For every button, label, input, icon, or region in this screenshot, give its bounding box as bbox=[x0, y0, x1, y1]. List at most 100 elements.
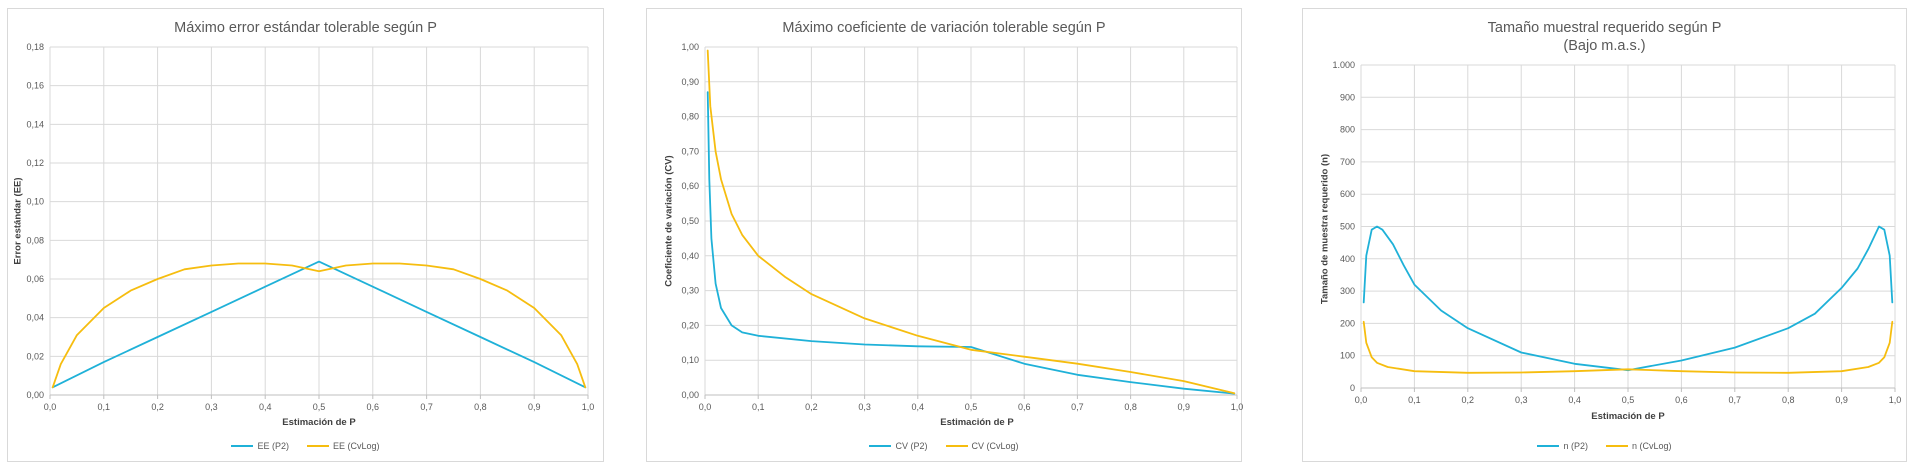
x-tick-label: 0,2 bbox=[151, 402, 164, 412]
x-tick-label: 0,8 bbox=[1124, 402, 1137, 412]
legend-item: n (P2) bbox=[1537, 441, 1588, 451]
x-tick-label: 0,2 bbox=[1462, 395, 1475, 405]
x-tick-label: 0,5 bbox=[965, 402, 978, 412]
legend-item: EE (P2) bbox=[231, 441, 289, 451]
y-axis-label: Coeficiente de variación (CV) bbox=[663, 155, 675, 287]
x-tick-label: 0,3 bbox=[1515, 395, 1528, 405]
legend-item: CV (CvLog) bbox=[945, 441, 1019, 451]
x-tick-label: 0,7 bbox=[420, 402, 433, 412]
x-tick-label: 1,0 bbox=[1889, 395, 1902, 405]
y-tick-label: 600 bbox=[1340, 189, 1355, 199]
x-tick-label: 0,3 bbox=[858, 402, 871, 412]
series-line-blue bbox=[1362, 225, 1894, 372]
y-axis-label: Tamaño de muestra requerido (n) bbox=[1319, 153, 1331, 305]
x-axis-label: Estimación de P bbox=[1591, 411, 1665, 422]
chart-plot-standard-error: 0,00 0,02 0,04 0,06 0,08 0,10 0,12 0,14 0,16 0,18… bbox=[26, 42, 595, 412]
legend-label: EE (CvLog) bbox=[332, 441, 380, 451]
y-tick-label: 0,60 bbox=[681, 181, 699, 191]
x-tick-label: 0,0 bbox=[1355, 395, 1368, 405]
y-tick-label: 0,50 bbox=[681, 216, 699, 226]
chart-panel-coefficient-variation: Máximo coeficiente de variación tolerabl… bbox=[646, 8, 1243, 462]
y-tick-label: 0,00 bbox=[26, 390, 44, 400]
y-tick-label: 0,16 bbox=[26, 81, 44, 91]
y-tick-label: 0,10 bbox=[681, 355, 699, 365]
x-tick-label: 0,9 bbox=[1178, 402, 1191, 412]
chart-panel-standard-error: Máximo error estándar tolerable según P … bbox=[7, 8, 604, 462]
x-tick-label: 0,0 bbox=[44, 402, 57, 412]
legend-label: EE (P2) bbox=[257, 441, 289, 451]
legend: CV (P2) CV (CvLog) bbox=[647, 441, 1241, 451]
y-tick-label: 0,18 bbox=[26, 42, 44, 52]
x-tick-label: 1,0 bbox=[582, 402, 595, 412]
chart-plot-sample-size: 0 100 200 300 400 500 600 700 800 900 1.000 0,0 0,1 0… bbox=[1332, 60, 1902, 405]
legend-swatch-orange bbox=[306, 445, 329, 447]
x-tick-label: 0,6 bbox=[1675, 395, 1688, 405]
legend-item: CV (P2) bbox=[869, 441, 928, 451]
chart-subtitle: (Bajo m.a.s.) bbox=[1563, 38, 1646, 54]
x-tick-label: 0,7 bbox=[1071, 402, 1084, 412]
y-tick-label: 800 bbox=[1340, 125, 1355, 135]
legend-label: CV (CvLog) bbox=[971, 441, 1019, 451]
y-tick-label: 0,12 bbox=[26, 158, 44, 168]
x-tick-label: 0,8 bbox=[474, 402, 487, 412]
x-tick-label: 0,9 bbox=[1835, 395, 1848, 405]
legend-swatch-orange bbox=[945, 445, 968, 447]
x-tick-label: 0,1 bbox=[98, 402, 111, 412]
legend: n (P2) n (CvLog) bbox=[1303, 441, 1906, 451]
series-line-orange bbox=[1362, 320, 1894, 374]
y-tick-label: 100 bbox=[1340, 351, 1355, 361]
x-tick-label: 0,6 bbox=[367, 402, 380, 412]
series-line-blue bbox=[51, 260, 587, 389]
chart-panel-sample-size: Tamaño muestral requerido según P (Bajo … bbox=[1302, 8, 1907, 462]
x-tick-label: 0,4 bbox=[259, 402, 272, 412]
y-tick-label: 0,06 bbox=[26, 274, 44, 284]
legend-swatch-blue bbox=[1537, 445, 1560, 447]
x-tick-label: 0,8 bbox=[1782, 395, 1795, 405]
legend-item: n (CvLog) bbox=[1606, 441, 1672, 451]
legend-swatch-blue bbox=[231, 445, 254, 447]
y-tick-label: 200 bbox=[1340, 318, 1355, 328]
x-tick-label: 0,5 bbox=[313, 402, 326, 412]
y-tick-label: 300 bbox=[1340, 286, 1355, 296]
y-tick-label: 0,10 bbox=[26, 197, 44, 207]
x-tick-label: 0,9 bbox=[528, 402, 541, 412]
chart-title: Tamaño muestral requerido según P bbox=[1487, 20, 1722, 36]
x-tick-label: 0,0 bbox=[699, 402, 712, 412]
y-tick-label: 0,40 bbox=[681, 251, 699, 261]
x-tick-label: 0,2 bbox=[805, 402, 818, 412]
chart-title: Máximo coeficiente de variación tolerabl… bbox=[782, 20, 1106, 36]
x-tick-label: 0,3 bbox=[205, 402, 218, 412]
y-tick-label: 0,08 bbox=[26, 235, 44, 245]
y-tick-label: 400 bbox=[1340, 254, 1355, 264]
y-tick-label: 0,02 bbox=[26, 351, 44, 361]
y-tick-label: 0,30 bbox=[681, 286, 699, 296]
y-tick-label: 500 bbox=[1340, 222, 1355, 232]
y-tick-label: 0,70 bbox=[681, 146, 699, 156]
y-tick-label: 0,04 bbox=[26, 313, 44, 323]
x-tick-label: 0,4 bbox=[1568, 395, 1581, 405]
y-tick-label: 0,20 bbox=[681, 320, 699, 330]
x-tick-label: 0,7 bbox=[1729, 395, 1742, 405]
y-tick-label: 700 bbox=[1340, 157, 1355, 167]
y-tick-label: 0,80 bbox=[681, 112, 699, 122]
legend-label: n (CvLog) bbox=[1632, 441, 1672, 451]
y-tick-label: 900 bbox=[1340, 92, 1355, 102]
legend-label: n (P2) bbox=[1563, 441, 1588, 451]
legend-swatch-blue bbox=[869, 445, 892, 447]
x-tick-label: 0,1 bbox=[1408, 395, 1421, 405]
x-tick-label: 1,0 bbox=[1231, 402, 1243, 412]
legend-swatch-orange bbox=[1606, 445, 1628, 447]
x-tick-label: 0,5 bbox=[1622, 395, 1635, 405]
legend: EE (P2) EE (CvLog) bbox=[8, 441, 603, 451]
x-axis-label: Estimación de P bbox=[282, 417, 356, 428]
series-line-orange bbox=[706, 49, 1236, 395]
y-tick-label: 1.000 bbox=[1332, 60, 1355, 70]
x-tick-label: 0,4 bbox=[912, 402, 925, 412]
y-tick-label: 0 bbox=[1350, 383, 1355, 393]
y-tick-label: 0,90 bbox=[681, 77, 699, 87]
y-tick-label: 1,00 bbox=[681, 42, 699, 52]
chart-plot-coefficient-variation: 0,000,100,200,300,400,500,600,700,800,90… bbox=[681, 42, 1243, 412]
legend-item: EE (CvLog) bbox=[306, 441, 380, 451]
y-axis-label: Error estándar (EE) bbox=[12, 177, 24, 265]
y-tick-label: 0,14 bbox=[26, 119, 44, 129]
